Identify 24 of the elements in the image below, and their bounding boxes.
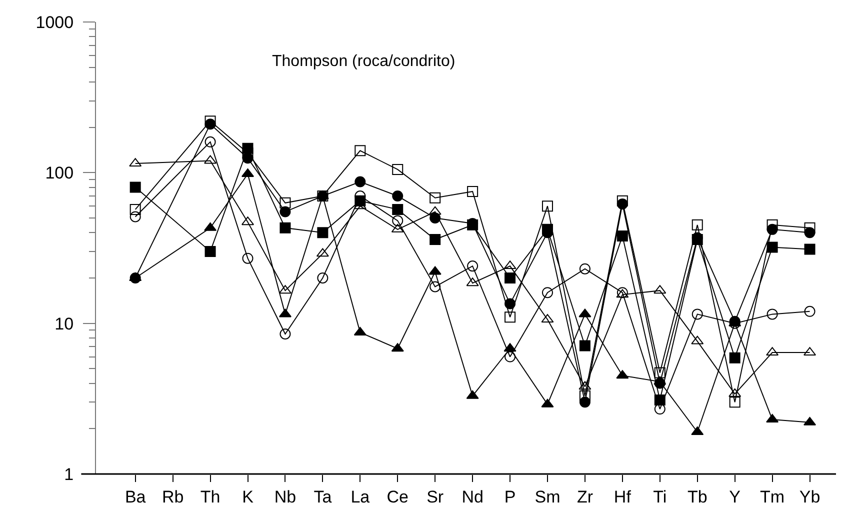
y-tick-label: 10	[54, 314, 74, 334]
x-tick-label: Nd	[462, 487, 484, 506]
x-tick-label: La	[350, 487, 370, 506]
x-tick-label: Th	[200, 487, 220, 506]
x-tick-label: Y	[729, 487, 741, 506]
y-tick-label: 1000	[36, 12, 74, 32]
x-tick-label: K	[242, 487, 254, 506]
x-tick-label: Tb	[687, 487, 708, 506]
x-tick-label: Tm	[760, 487, 785, 506]
x-tick-label: P	[504, 487, 516, 506]
y-tick-label: 1	[64, 464, 74, 484]
x-tick-label: Zr	[576, 487, 594, 506]
x-tick-label: Hf	[614, 487, 632, 506]
x-tick-label: Ti	[653, 487, 667, 506]
y-tick-label: 100	[45, 164, 74, 183]
x-tick-label: Yb	[799, 487, 820, 506]
x-tick-label: Ce	[386, 487, 408, 506]
text: Thompson (roca/condrito)	[272, 53, 456, 70]
x-tick-label: Sm	[534, 487, 560, 506]
x-tick-label: Ta	[314, 487, 332, 506]
x-tick-label: Sr	[426, 487, 444, 506]
x-tick-label: Rb	[162, 487, 184, 506]
x-tick-label: Ba	[124, 487, 146, 506]
x-tick-label: Nb	[274, 487, 296, 506]
